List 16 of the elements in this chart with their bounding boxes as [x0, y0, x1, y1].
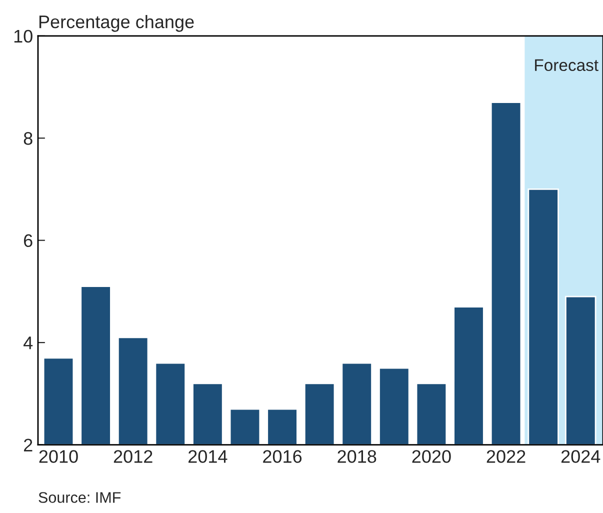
x-tick-label: 2020	[412, 450, 451, 463]
x-tick-label: 2016	[263, 450, 302, 463]
y-tick-label: 4	[24, 336, 33, 350]
x-tick-label: 2024	[561, 450, 600, 463]
x-tick-label: 2010	[39, 450, 78, 463]
x-tick-label: 2012	[114, 450, 152, 463]
y-tick-label: 2	[24, 438, 32, 452]
y-tick-label: 6	[24, 234, 32, 248]
y-tick-label: 10	[14, 30, 32, 43]
y-axis-title: Percentage change	[39, 14, 194, 32]
source-note: Source: IMF	[38, 492, 121, 503]
x-tick-label: 2014	[188, 450, 228, 463]
y-tick-label: 8	[24, 132, 32, 145]
x-tick-label: 2018	[338, 450, 376, 463]
x-tick-label: 2022	[486, 450, 526, 463]
band-label: Forecast	[535, 59, 598, 72]
